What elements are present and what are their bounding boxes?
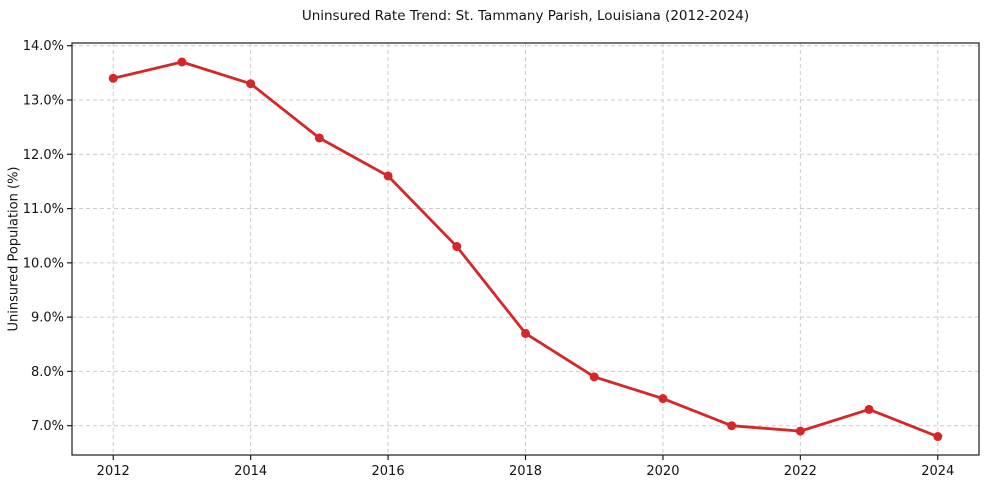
x-tick-label: 2024 [921, 464, 954, 479]
data-point-2014 [246, 79, 256, 89]
data-point-2020 [658, 394, 668, 404]
x-tick-label: 2018 [509, 464, 542, 479]
x-tick-label: 2012 [97, 464, 130, 479]
data-point-2018 [521, 328, 530, 338]
data-point-2023 [864, 404, 874, 414]
x-tick-label: 2014 [234, 464, 267, 479]
y-tick-label: 13.0% [23, 93, 64, 108]
y-tick-label: 12.0% [23, 148, 64, 163]
data-point-2024 [933, 432, 943, 442]
data-point-2019 [589, 372, 599, 382]
y-tick-label: 7.0% [31, 419, 64, 434]
data-point-2016 [383, 171, 393, 181]
data-point-2021 [727, 421, 737, 431]
x-tick-label: 2022 [784, 464, 817, 479]
data-point-2017 [452, 242, 462, 252]
data-point-2012 [108, 73, 118, 83]
y-tick-label: 8.0% [31, 365, 64, 380]
y-tick-label: 14.0% [23, 39, 64, 54]
y-tick-label: 10.0% [23, 256, 64, 271]
chart-title: Uninsured Rate Trend: St. Tammany Parish… [301, 8, 750, 24]
data-point-2013 [177, 57, 187, 67]
data-point-2015 [314, 133, 324, 143]
y-tick-label: 9.0% [31, 311, 64, 326]
x-tick-label: 2016 [372, 464, 405, 479]
x-tick-label: 2020 [646, 464, 679, 479]
data-point-2022 [795, 426, 805, 436]
y-tick-label: 11.0% [23, 202, 64, 217]
